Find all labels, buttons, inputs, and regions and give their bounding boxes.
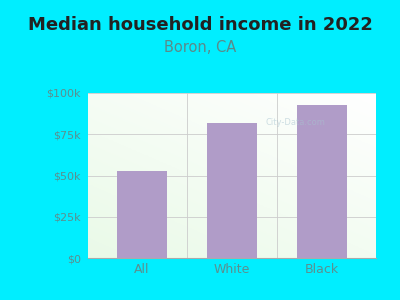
- Bar: [207, 123, 257, 258]
- Text: Boron, CA: Boron, CA: [164, 40, 236, 56]
- Text: Median household income in 2022: Median household income in 2022: [28, 16, 372, 34]
- Bar: [297, 104, 347, 258]
- Bar: [117, 170, 167, 258]
- Text: City-Data.com: City-Data.com: [266, 118, 325, 127]
